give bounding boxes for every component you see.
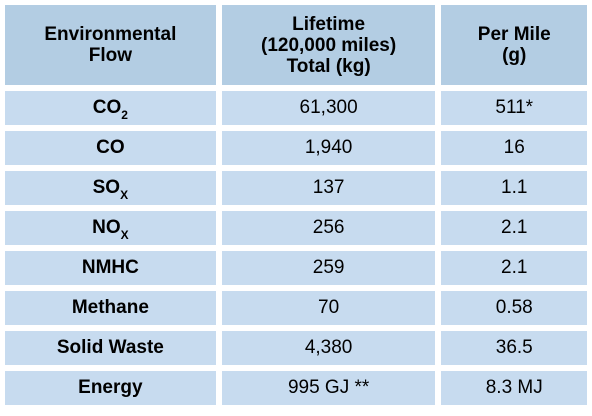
per-mile-cell: 16	[441, 131, 587, 165]
row-label: NOX	[5, 211, 216, 245]
header-text: (g)	[502, 45, 527, 66]
row-label: SOX	[5, 171, 216, 205]
header-text: Environmental	[44, 24, 177, 45]
table-row: NMHC 259 2.1	[5, 251, 587, 285]
row-label: Energy	[5, 371, 216, 405]
label-text: NMHC	[81, 257, 139, 278]
lifetime-total-cell: 256	[221, 211, 436, 245]
table-row: CO2 61,300 511*	[5, 91, 587, 125]
lifetime-total-cell: 137	[221, 171, 436, 205]
lifetime-total-cell: 1,940	[221, 131, 436, 165]
label-text: Energy	[78, 377, 143, 398]
lifetime-total-cell: 70	[221, 291, 436, 325]
per-mile-cell: 511*	[441, 91, 587, 125]
header-text: Lifetime	[292, 13, 366, 35]
header-per-mile: Per Mile (g)	[441, 5, 587, 85]
per-mile-cell: 2.1	[441, 251, 587, 285]
per-mile-cell: 2.1	[441, 211, 587, 245]
row-label: CO	[5, 131, 216, 165]
per-mile-cell: 1.1	[441, 171, 587, 205]
lifetime-total-cell: 61,300	[221, 91, 436, 125]
table-row: Solid Waste 4,380 36.5	[5, 331, 587, 365]
lifetime-total-cell: 995 GJ **	[221, 371, 436, 405]
header-row: Environmental Flow Lifetime (120,000 mil…	[5, 5, 587, 85]
header-lifetime-total: Lifetime (120,000 miles) Total (kg)	[221, 5, 436, 85]
header-text: Per Mile	[477, 24, 551, 45]
header-environmental-flow: Environmental Flow	[5, 5, 216, 85]
table-row: NOX 256 2.1	[5, 211, 587, 245]
label-text: CO	[96, 137, 125, 158]
table-row: Energy 995 GJ ** 8.3 MJ	[5, 371, 587, 405]
row-label: Methane	[5, 291, 216, 325]
row-label: Solid Waste	[5, 331, 216, 365]
header-text: (120,000 miles)	[261, 34, 397, 56]
row-label: CO2	[5, 91, 216, 125]
per-mile-cell: 8.3 MJ	[441, 371, 587, 405]
label-text: Solid Waste	[56, 337, 164, 358]
per-mile-cell: 36.5	[441, 331, 587, 365]
label-text: NO	[92, 217, 121, 238]
label-text: CO	[92, 97, 122, 118]
lifetime-total-cell: 259	[221, 251, 436, 285]
label-subscript: X	[120, 228, 129, 242]
label-text: Methane	[71, 297, 149, 318]
label-subscript: X	[120, 188, 129, 202]
row-label: NMHC	[5, 251, 216, 285]
table-row: Methane 70 0.58	[5, 291, 587, 325]
header-text: Flow	[88, 45, 132, 66]
header-text: Total (kg)	[286, 55, 371, 77]
per-mile-cell: 0.58	[441, 291, 587, 325]
table-row: CO 1,940 16	[5, 131, 587, 165]
lifetime-total-cell: 4,380	[221, 331, 436, 365]
label-text: SO	[92, 177, 121, 198]
table-row: SOX 137 1.1	[5, 171, 587, 205]
label-subscript: 2	[121, 108, 128, 122]
